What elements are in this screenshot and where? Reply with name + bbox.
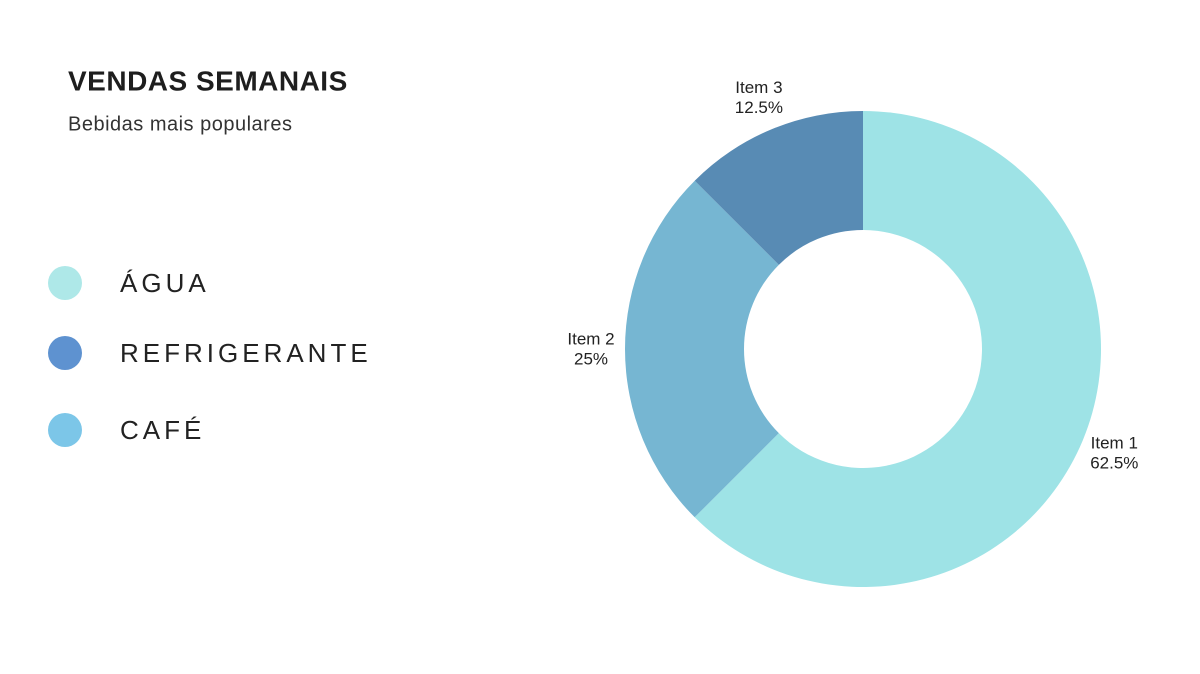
donut-slice bbox=[694, 111, 863, 265]
slice-label-value: 62.5% bbox=[1090, 454, 1138, 473]
donut-slice bbox=[694, 111, 1101, 587]
legend-swatch bbox=[48, 413, 82, 447]
legend-label: ÁGUA bbox=[120, 268, 210, 298]
legend-swatch bbox=[48, 336, 82, 370]
legend-label: REFRIGERANTE bbox=[120, 338, 372, 368]
slice-label-name: Item 3 bbox=[735, 78, 782, 97]
slice-label-value: 12.5% bbox=[735, 98, 783, 117]
chart-subtitle: Bebidas mais populares bbox=[68, 113, 292, 135]
legend-label: CAFÉ bbox=[120, 415, 205, 445]
slice-label-name: Item 2 bbox=[567, 329, 614, 348]
donut-slice bbox=[624, 180, 779, 518]
slice-label-name: Item 1 bbox=[1091, 434, 1138, 453]
chart-title: VENDAS SEMANAIS bbox=[68, 65, 348, 96]
slice-label-value: 25% bbox=[574, 349, 608, 368]
legend-swatch bbox=[48, 266, 82, 300]
